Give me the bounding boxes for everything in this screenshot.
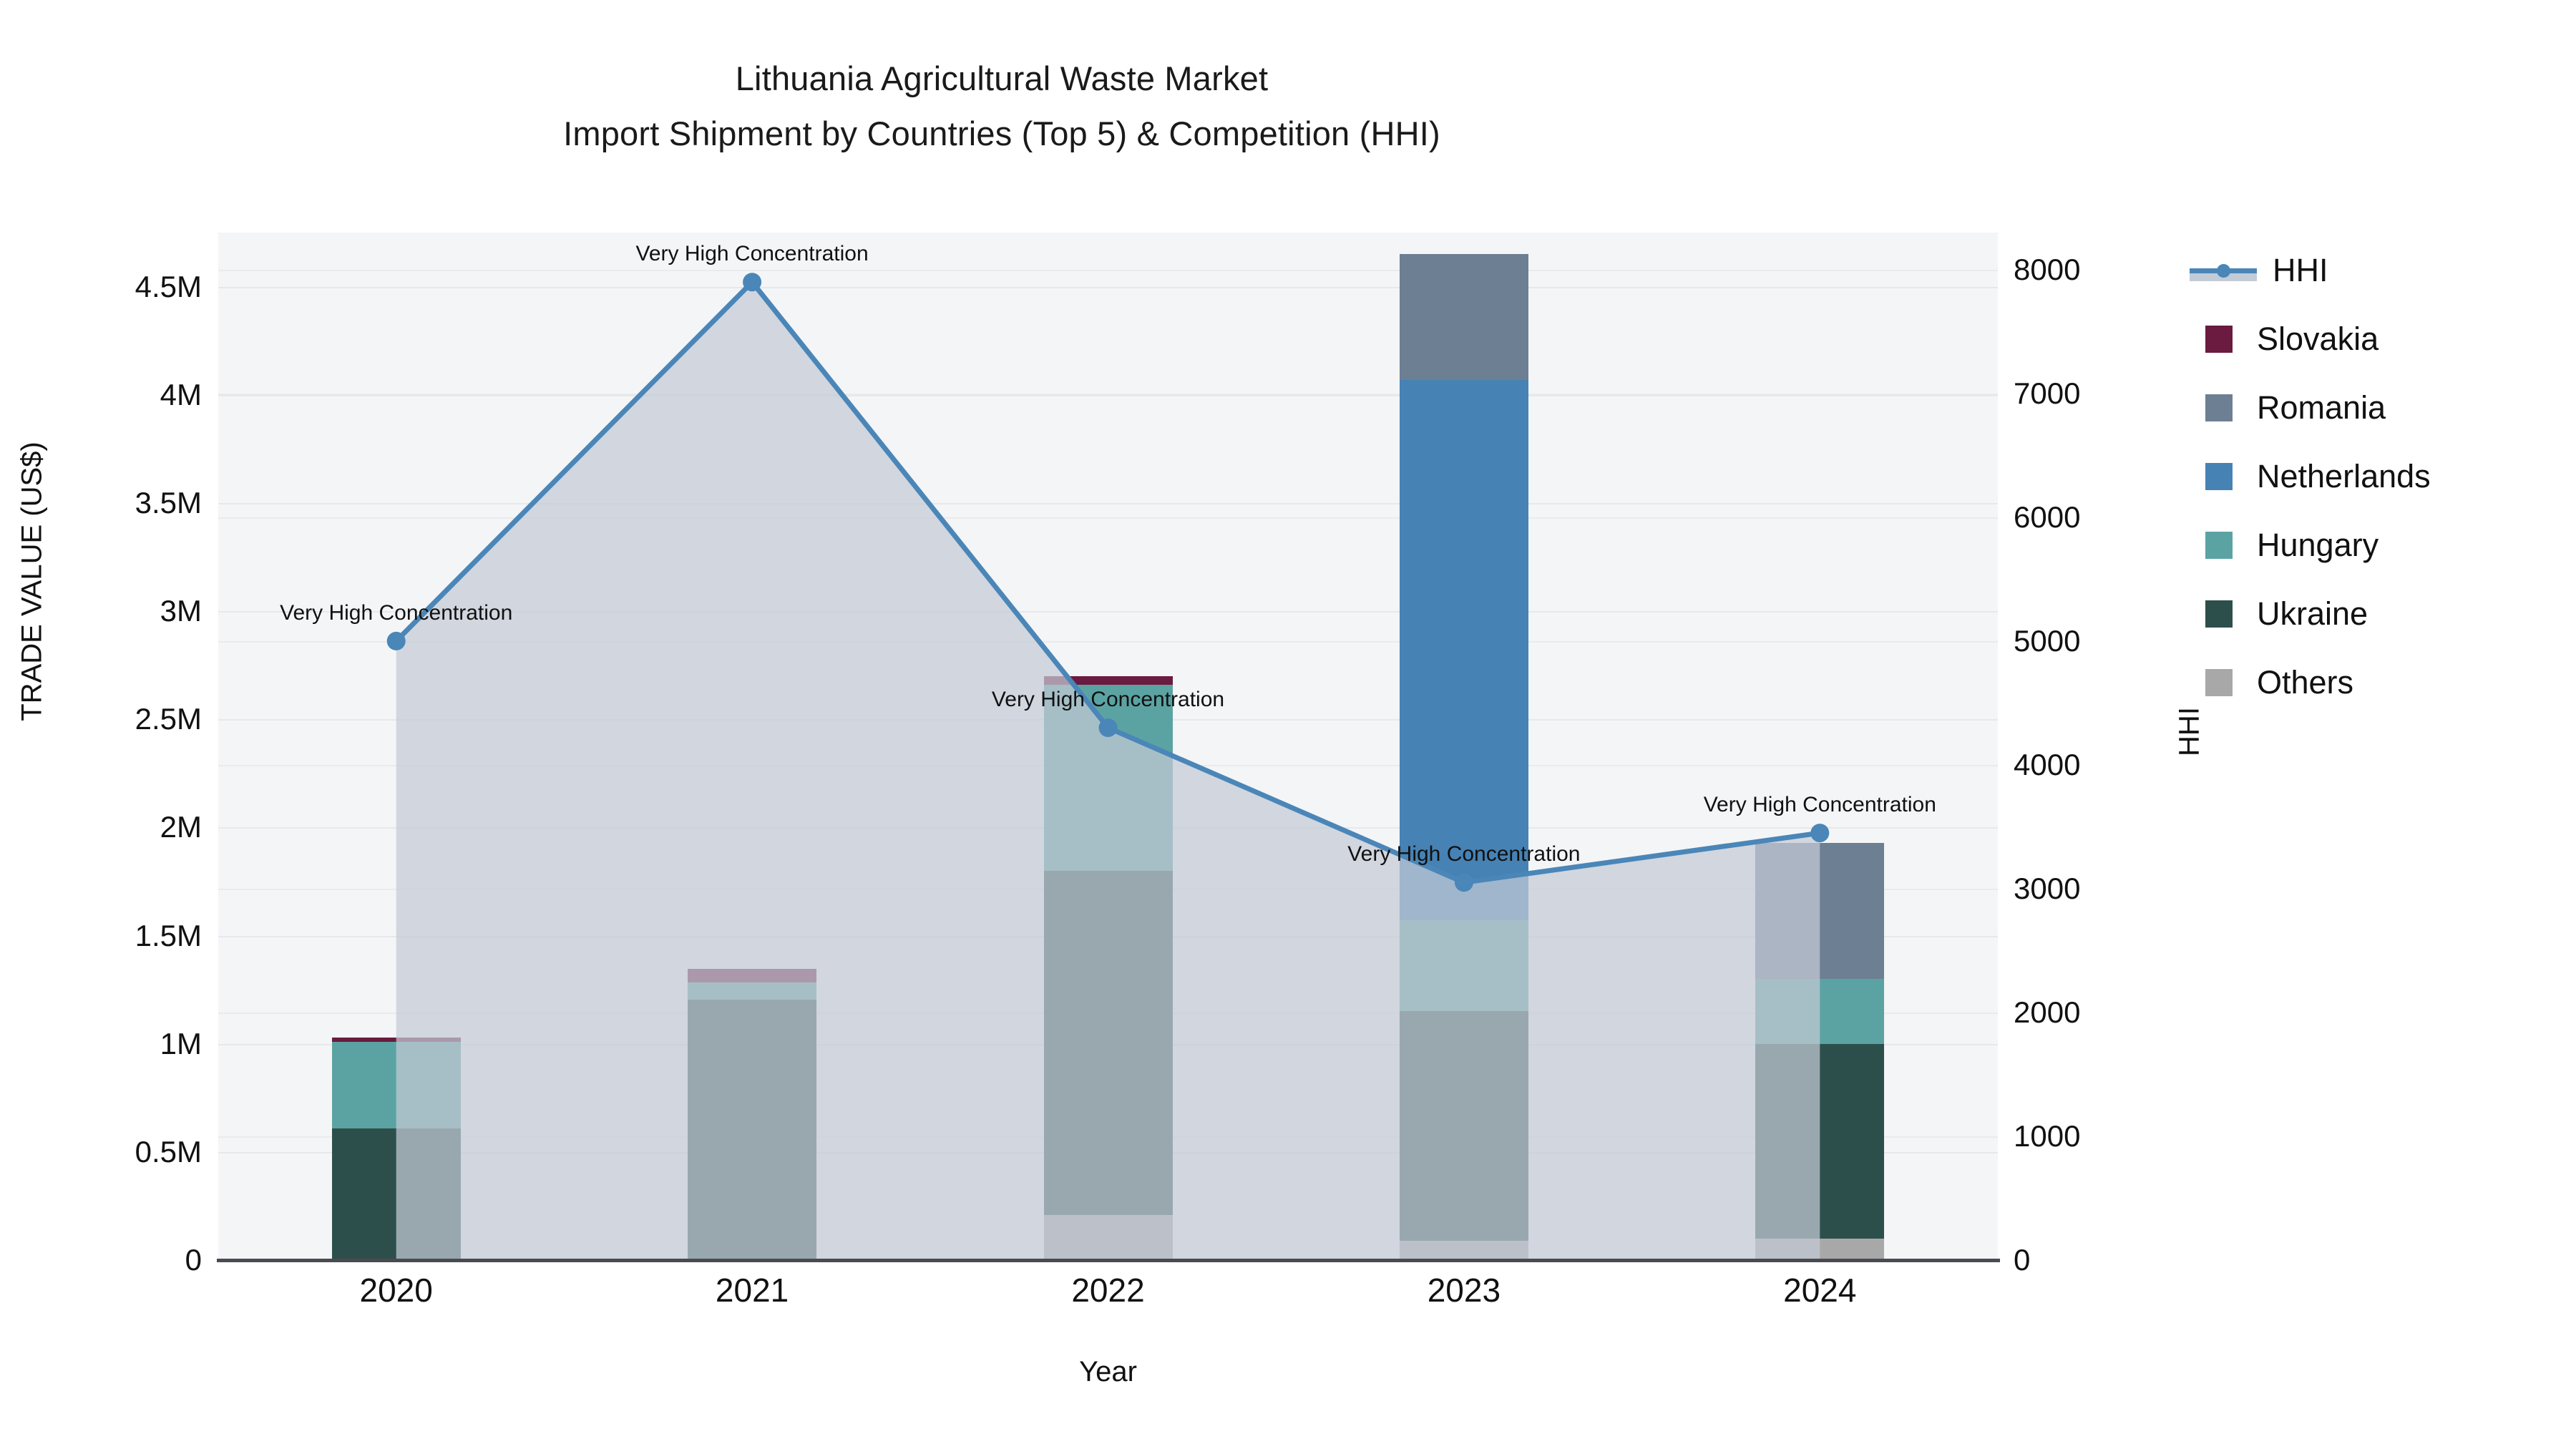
x-tick-2023: 2023: [1427, 1272, 1501, 1309]
x-axis-line: [217, 1259, 2000, 1262]
bar-segment-slovakia-2021[interactable]: [688, 969, 817, 982]
legend-swatch-romania: [2205, 394, 2233, 421]
legend-item-hhi[interactable]: HHI: [2190, 236, 2562, 305]
y-tick-right-8000: 8000: [2014, 252, 2081, 286]
annotation-2021: Very High Concentration: [635, 242, 869, 266]
y-axis-left-ticks: 0 0.5M 1M 1.5M 2M 2.5M 3M 3.5M 4M 4.5M: [0, 233, 204, 1277]
y-tick-right-1000: 1000: [2014, 1118, 2081, 1153]
y-tick-right-0: 0: [2014, 1243, 2031, 1277]
bar-segment-others-2023[interactable]: [1399, 1240, 1528, 1260]
x-axis-title: Year: [1079, 1356, 1137, 1387]
y-tick-left-3M: 3M: [160, 594, 202, 628]
annotation-2020: Very High Concentration: [280, 600, 513, 625]
y-tick-right-3000: 3000: [2014, 871, 2081, 905]
legend-item-romania[interactable]: Romania: [2190, 374, 2562, 442]
bar-segment-ukraine-2022[interactable]: [1043, 870, 1173, 1215]
legend-label-ukraine: Ukraine: [2257, 595, 2368, 632]
bar-segment-others-2024[interactable]: [1755, 1238, 1885, 1260]
y-axis-left-title: TRADE VALUE (US$): [16, 441, 48, 721]
y-tick-left-2M: 2M: [160, 810, 202, 844]
bar-group-2022[interactable]: [1043, 233, 1173, 1260]
legend-swatch-others: [2205, 669, 2233, 696]
y-tick-left-2.5M: 2.5M: [135, 702, 202, 736]
plot-area: [218, 233, 1998, 1260]
y-tick-right-7000: 7000: [2014, 376, 2081, 410]
bar-segment-romania-2023[interactable]: [1399, 254, 1528, 380]
legend-swatch-ukraine: [2205, 600, 2233, 628]
legend-swatch-hungary: [2205, 532, 2233, 559]
legend-label-others: Others: [2257, 664, 2354, 701]
y-tick-left-0: 0: [185, 1243, 202, 1277]
legend-line-icon: [2190, 257, 2257, 284]
legend-swatch-netherlands: [2205, 463, 2233, 490]
y-tick-right-5000: 5000: [2014, 623, 2081, 658]
y-tick-right-2000: 2000: [2014, 995, 2081, 1029]
bar-segment-romania-2024[interactable]: [1755, 842, 1885, 979]
y-tick-left-4.5M: 4.5M: [135, 269, 202, 303]
bar-segment-hungary-2022[interactable]: [1043, 684, 1173, 871]
bar-group-2024[interactable]: [1755, 233, 1885, 1260]
bar-segment-hungary-2024[interactable]: [1755, 979, 1885, 1044]
bar-segment-others-2022[interactable]: [1043, 1214, 1173, 1260]
bar-segment-netherlands-2023[interactable]: [1399, 379, 1528, 921]
bar-group-2020[interactable]: [331, 233, 461, 1260]
legend-label-slovakia: Slovakia: [2257, 321, 2379, 357]
bar-segment-ukraine-2021[interactable]: [688, 999, 817, 1260]
bar-segment-ukraine-2020[interactable]: [331, 1128, 461, 1260]
bar-group-2023[interactable]: [1399, 233, 1528, 1260]
bar-segment-slovakia-2022[interactable]: [1043, 675, 1173, 685]
y-tick-right-4000: 4000: [2014, 747, 2081, 781]
legend-item-hungary[interactable]: Hungary: [2190, 511, 2562, 580]
legend-item-ukraine[interactable]: Ukraine: [2190, 580, 2562, 648]
annotation-2022: Very High Concentration: [991, 688, 1225, 712]
y-tick-left-3.5M: 3.5M: [135, 485, 202, 519]
bar-segment-ukraine-2023[interactable]: [1399, 1011, 1528, 1241]
legend-swatch-slovakia: [2205, 326, 2233, 353]
legend-label-netherlands: Netherlands: [2257, 458, 2431, 494]
legend-item-netherlands[interactable]: Netherlands: [2190, 442, 2562, 511]
y-axis-right-ticks: 0 1000 2000 3000 4000 5000 6000 7000 8000: [1998, 233, 2184, 1277]
x-tick-2022: 2022: [1071, 1272, 1145, 1309]
legend-item-others[interactable]: Others: [2190, 648, 2562, 717]
chart-title-line-1: Lithuania Agricultural Waste Market: [735, 59, 1269, 97]
bar-segment-hungary-2023[interactable]: [1399, 920, 1528, 1012]
annotation-2024: Very High Concentration: [1703, 793, 1936, 817]
bar-group-2021[interactable]: [688, 233, 817, 1260]
gridline-right-8: [218, 269, 1998, 271]
bar-segment-hungary-2021[interactable]: [688, 982, 817, 1000]
legend-label-romania: Romania: [2257, 389, 2386, 426]
bar-segment-hungary-2020[interactable]: [331, 1041, 461, 1128]
legend-label-hungary: Hungary: [2257, 527, 2379, 563]
chart-title-line-2: Import Shipment by Countries (Top 5) & C…: [563, 114, 1440, 153]
x-tick-2021: 2021: [715, 1272, 789, 1309]
bar-segment-slovakia-2020[interactable]: [331, 1037, 461, 1042]
y-tick-left-1M: 1M: [160, 1026, 202, 1060]
x-tick-2024: 2024: [1783, 1272, 1857, 1309]
annotation-2023: Very High Concentration: [1347, 842, 1581, 867]
y-tick-left-0.5M: 0.5M: [135, 1134, 202, 1169]
legend-label-hhi: HHI: [2273, 252, 2328, 288]
y-tick-left-1.5M: 1.5M: [135, 918, 202, 952]
x-tick-2020: 2020: [359, 1272, 433, 1309]
bar-segment-ukraine-2024[interactable]: [1755, 1043, 1885, 1239]
legend-item-slovakia[interactable]: Slovakia: [2190, 305, 2562, 374]
chart-legend: HHI Slovakia Romania Netherlands Hungary Ukra…: [2190, 236, 2562, 717]
y-tick-left-4M: 4M: [160, 377, 202, 411]
y-tick-right-6000: 6000: [2014, 499, 2081, 534]
chart-title: Lithuania Agricultural Waste Market Impo…: [0, 56, 2004, 157]
